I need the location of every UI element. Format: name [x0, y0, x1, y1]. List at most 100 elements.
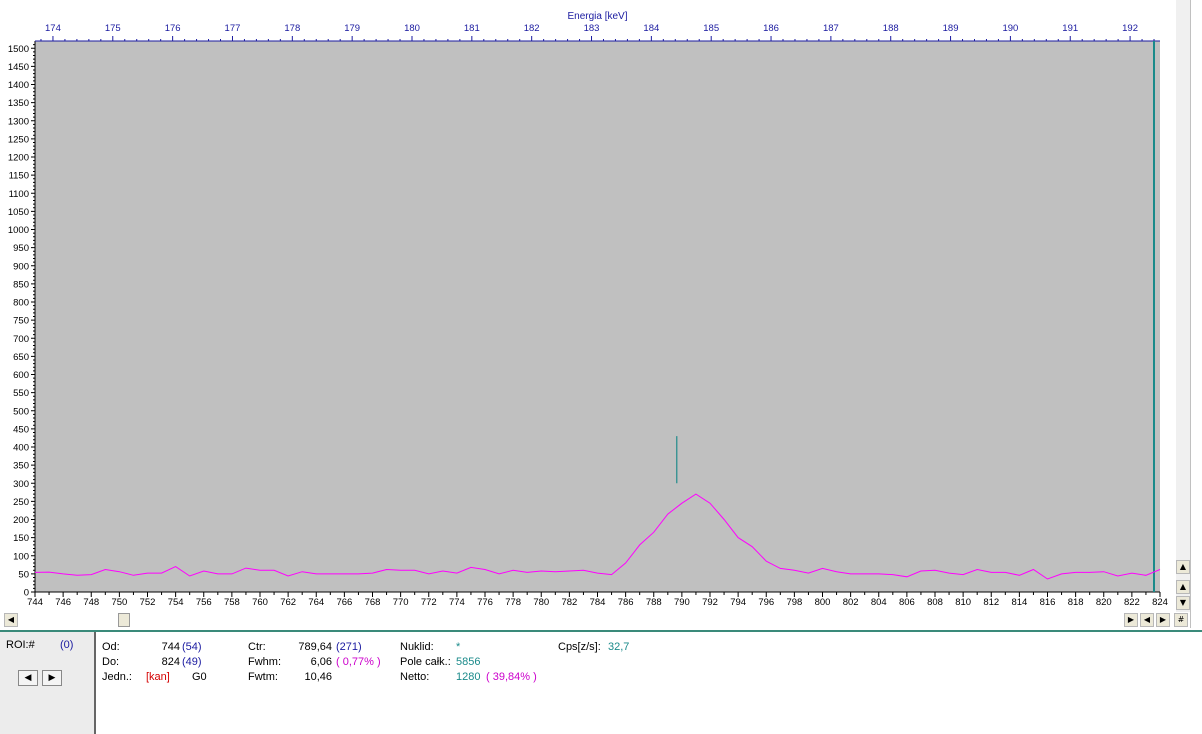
- y-tick-label: 1050: [8, 207, 29, 218]
- ctr-sub: (271): [336, 641, 362, 653]
- y-tick-label: 200: [13, 515, 29, 526]
- x-tick-label: 802: [843, 597, 859, 608]
- top-axis-tick-label: 174: [45, 23, 61, 34]
- od-value: 744: [161, 641, 180, 653]
- x-tick-label: 794: [730, 597, 746, 608]
- y-tick-label: 1500: [8, 44, 29, 55]
- ctr-label: Ctr:: [248, 641, 266, 653]
- roi-prev-button[interactable]: ◀: [18, 670, 38, 686]
- scroll-up-button[interactable]: ▲: [1176, 560, 1190, 574]
- zoom-left-button[interactable]: ◀: [1140, 613, 1154, 627]
- top-axis-tick-label: 176: [165, 23, 181, 34]
- right-edge-panel: [1190, 0, 1202, 628]
- x-tick-label: 824: [1152, 597, 1168, 608]
- netto-sub: ( 39,84% ): [486, 671, 537, 683]
- netto-label: Netto:: [400, 671, 430, 683]
- x-tick-label: 820: [1096, 597, 1112, 608]
- top-axis-tick-label: 192: [1122, 23, 1138, 34]
- y-tick-label: 450: [13, 424, 29, 435]
- y-tick-label: 800: [13, 298, 29, 309]
- nuklid-value: *: [456, 641, 461, 653]
- x-tick-label: 754: [168, 597, 184, 608]
- x-tick-label: 788: [646, 597, 662, 608]
- plot-background: [35, 41, 1160, 592]
- y-tick-label: 650: [13, 352, 29, 363]
- top-axis-tick-label: 180: [404, 23, 420, 34]
- x-tick-label: 770: [393, 597, 409, 608]
- top-axis-tick-label: 187: [823, 23, 839, 34]
- x-tick-label: 750: [111, 597, 127, 608]
- x-tick-label: 816: [1040, 597, 1056, 608]
- spectrum-line: [34, 493, 1161, 580]
- scroll-down-button[interactable]: ▼: [1176, 596, 1190, 610]
- fwtm-label: Fwtm:: [248, 671, 278, 683]
- top-axis-tick-label: 186: [763, 23, 779, 34]
- fwhm-value: 6,06: [310, 656, 332, 668]
- horizontal-scrollbar[interactable]: ◀ ▶ ◀ ▶ #: [0, 612, 1190, 628]
- spectrum-chart[interactable]: 0 50 100 150 200 250 300 350 400 450 500 550 600 650 7…: [0, 0, 1176, 612]
- pole-value: 5856: [456, 656, 481, 668]
- x-tick-label: 810: [955, 597, 971, 608]
- y-tick-label: 1350: [8, 98, 29, 109]
- y-tick-label: 0: [24, 588, 29, 599]
- y-tick-label: 1000: [8, 225, 29, 236]
- jedn-value[interactable]: [kan]: [146, 671, 170, 683]
- roi-next-button[interactable]: ▶: [42, 670, 62, 686]
- y-tick-label: 350: [13, 461, 29, 472]
- zoom-up-button[interactable]: ▲: [1176, 580, 1190, 594]
- y-tick-label: 1450: [8, 62, 29, 73]
- y-tick-label: 750: [13, 316, 29, 327]
- grid-toggle-button[interactable]: #: [1174, 613, 1188, 627]
- do-sub: (49): [182, 656, 202, 668]
- x-tick-label: 766: [336, 597, 352, 608]
- roi-details: Od: 744 (54) Do: 824 (49) Jedn.: [kan] G…: [94, 632, 1196, 734]
- x-tick-label: 772: [421, 597, 437, 608]
- x-tick-label: 778: [505, 597, 521, 608]
- y-tick-label: 950: [13, 243, 29, 254]
- x-tick-label: 752: [140, 597, 156, 608]
- arrow-left-icon: ◀: [24, 673, 32, 683]
- y-tick-label: 50: [18, 569, 29, 580]
- spectrum-plot-area[interactable]: 0 50 100 150 200 250 300 350 400 450 500 550 600 650 7…: [0, 0, 1202, 612]
- x-tick-label: 762: [280, 597, 296, 608]
- top-axis-tick-label: 183: [584, 23, 600, 34]
- x-tick-label: 790: [674, 597, 690, 608]
- x-tick-label: 796: [758, 597, 774, 608]
- pole-label: Pole całk.:: [400, 656, 451, 668]
- top-axis-tick-label: 189: [943, 23, 959, 34]
- x-tick-label: 806: [899, 597, 915, 608]
- y-tick-label: 250: [13, 497, 29, 508]
- x-tick-label: 784: [590, 597, 606, 608]
- nuklid-label: Nuklid:: [400, 641, 434, 653]
- roi-count: (0): [60, 639, 74, 651]
- y-tick-label: 550: [13, 388, 29, 399]
- do-value: 824: [161, 656, 180, 668]
- scroll-left-button[interactable]: ◀: [4, 613, 18, 627]
- x-tick-label: 798: [786, 597, 802, 608]
- x-tick-label: 822: [1124, 597, 1140, 608]
- y-tick-label: 1250: [8, 134, 29, 145]
- y-tick-label: 1100: [9, 189, 29, 200]
- roi-info-panel: ROI:# (0) ◀ ▶ Od: 744 (54) Do: 824 (49) …: [0, 630, 1202, 734]
- y-tick-label: 900: [13, 261, 29, 272]
- scroll-right-button[interactable]: ▶: [1124, 613, 1138, 627]
- top-axis-tick-label: 190: [1002, 23, 1018, 34]
- y-tick-label: 300: [13, 479, 29, 490]
- od-sub: (54): [182, 641, 202, 653]
- x-tick-label: 786: [618, 597, 634, 608]
- horizontal-scroll-thumb[interactable]: [118, 613, 130, 627]
- y-tick-label: 500: [13, 406, 29, 417]
- netto-value: 1280: [456, 671, 481, 683]
- x-tick-label: 758: [224, 597, 240, 608]
- x-tick-label: 792: [702, 597, 718, 608]
- roi-selector: ROI:# (0) ◀ ▶: [0, 632, 95, 734]
- x-tick-label: 814: [1011, 597, 1027, 608]
- vertical-scrollbar[interactable]: ▲ ▲ ▼: [1176, 0, 1190, 612]
- x-tick-label: 804: [871, 597, 887, 608]
- ctr-value: 789,64: [298, 641, 332, 653]
- x-tick-label: 764: [308, 597, 324, 608]
- y-tick-label: 700: [13, 334, 29, 345]
- zoom-right-button[interactable]: ▶: [1156, 613, 1170, 627]
- top-axis-tick-label: 185: [703, 23, 719, 34]
- cps-value: 32,7: [608, 641, 630, 653]
